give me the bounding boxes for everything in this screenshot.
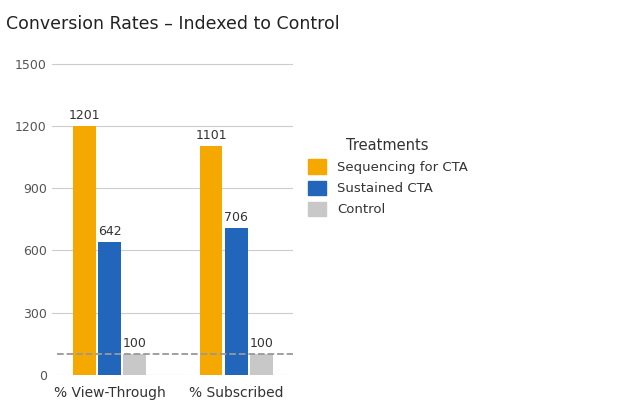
Text: 1101: 1101 (195, 129, 227, 142)
Bar (225, 228, 248, 375)
Bar (250, 354, 273, 375)
Bar (199, 146, 222, 375)
Legend: Sequencing for CTA, Sustained CTA, Control: Sequencing for CTA, Sustained CTA, Contr… (303, 132, 473, 222)
Text: 642: 642 (97, 225, 121, 237)
Bar (124, 354, 147, 375)
Bar (73, 126, 96, 375)
Title: Conversion Rates – Indexed to Control: Conversion Rates – Indexed to Control (6, 15, 340, 33)
Bar (98, 242, 121, 375)
Text: 1201: 1201 (68, 109, 100, 122)
Text: 100: 100 (123, 337, 147, 350)
Text: 706: 706 (224, 211, 248, 224)
Text: 100: 100 (250, 337, 274, 350)
